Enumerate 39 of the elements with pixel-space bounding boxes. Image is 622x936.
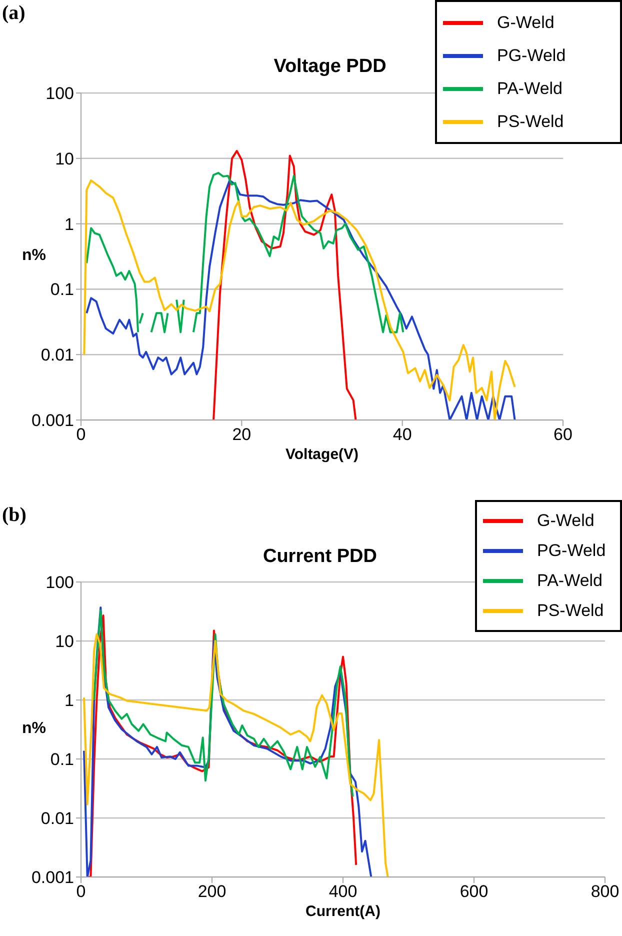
y-tick-label: 10 <box>55 632 74 652</box>
y-tick-label: 1 <box>64 691 74 710</box>
x-tick-label: 0 <box>76 425 86 444</box>
legend-label: PG-Weld <box>537 541 606 561</box>
y-tick-label: 0.001 <box>31 411 74 430</box>
y-tick-label: 0.1 <box>50 280 74 300</box>
x-tick-label: 60 <box>554 425 572 444</box>
y-tick-label: 10 <box>55 149 74 168</box>
line-series <box>93 609 354 798</box>
line-series <box>212 150 357 420</box>
x-tick-label: 800 <box>590 882 620 902</box>
y-axis-title: n% <box>22 720 46 738</box>
chart-title: Current PDD <box>262 546 378 568</box>
legend-label: G-Weld <box>497 12 554 32</box>
y-axis-title: n% <box>22 246 46 264</box>
x-axis-title: Current(A) <box>304 903 382 920</box>
y-tick-label: 0.01 <box>40 809 74 828</box>
x-tick-label: 0 <box>76 882 86 902</box>
y-tick-label: 0.1 <box>50 750 74 770</box>
legend-label: PG-Weld <box>497 46 566 66</box>
legend-label: PS-Weld <box>497 112 564 132</box>
y-tick-label: 100 <box>46 84 74 104</box>
y-tick-label: 0.001 <box>31 868 74 888</box>
legend-label: PA-Weld <box>497 78 563 98</box>
x-tick-label: 200 <box>198 882 226 902</box>
legend-label: G-Weld <box>537 511 594 531</box>
legend-label: PS-Weld <box>537 601 604 621</box>
text: (b) <box>2 504 26 527</box>
x-tick-label: 20 <box>232 425 252 444</box>
y-tick-label: 0.01 <box>40 346 74 365</box>
chart-title: Voltage PDD <box>272 56 388 78</box>
x-tick-label: 400 <box>328 882 358 902</box>
text: (a) <box>2 2 26 25</box>
y-tick-label: 1 <box>64 214 74 234</box>
x-tick-label: 40 <box>392 425 412 444</box>
x-tick-label: 600 <box>460 882 488 902</box>
y-tick-label: 100 <box>46 573 74 592</box>
x-axis-title: Voltage(V) <box>284 446 360 463</box>
legend-label: PA-Weld <box>537 571 603 591</box>
